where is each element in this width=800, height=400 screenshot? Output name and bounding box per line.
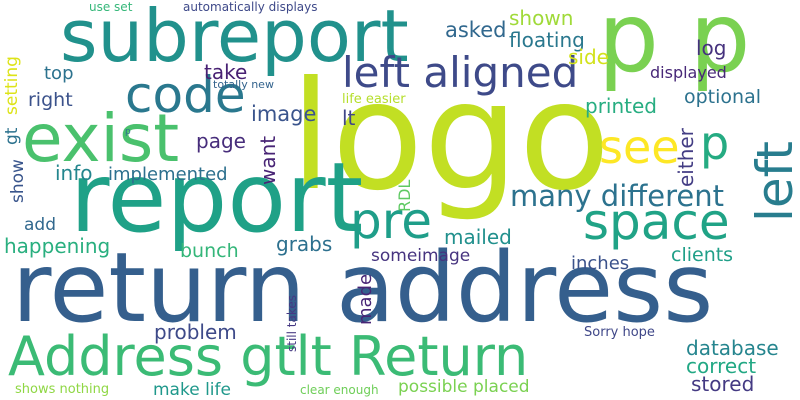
word-stored: stored [691, 372, 755, 396]
word-lt: lt [342, 106, 356, 130]
word-still-takes: still takes [285, 295, 299, 352]
word-add: add [24, 215, 56, 235]
word-p: p [700, 116, 730, 170]
word-totally-new: totally new [213, 78, 274, 91]
word-mailed: mailed [444, 225, 512, 249]
word-code: code [125, 66, 246, 124]
word-return-address: return address [12, 232, 714, 344]
word-made: made [355, 273, 376, 325]
word-displayed: displayed [650, 63, 727, 82]
word-rdl: RDL [395, 179, 414, 212]
word-automatically-displays: automatically displays [183, 0, 318, 14]
word-pre: pre [350, 192, 432, 250]
word-want: want [256, 135, 280, 185]
word-use-set: use set [89, 0, 133, 14]
word-info: info [55, 161, 93, 185]
word-either: either [674, 128, 698, 187]
word-left-aligned: left aligned [342, 48, 579, 97]
word-inches: inches [571, 253, 630, 274]
word-show: show [8, 159, 28, 203]
word-someimage: someimage [371, 246, 471, 266]
word-bunch: bunch [180, 240, 239, 262]
word-p-tiny: p [125, 127, 131, 137]
word-optional: optional [684, 86, 762, 108]
word-page: page [196, 129, 246, 153]
word-grabs: grabs [276, 232, 333, 256]
word-report: report [70, 142, 364, 254]
word-gt: gt [2, 127, 22, 145]
word-left: left [746, 141, 800, 222]
word-possible-placed: possible placed [398, 377, 530, 397]
word-image: image [251, 102, 317, 126]
word-happening: happening [4, 234, 111, 258]
word-logo: logo [290, 50, 611, 224]
word-space: space [583, 193, 730, 251]
word-take: take [204, 60, 248, 84]
word-shows-nothing: shows nothing [15, 382, 110, 397]
word-sorry-hope: Sorry hope [584, 325, 655, 340]
word-clients: clients [671, 244, 734, 266]
word-correct: correct [686, 354, 757, 378]
word-asked: asked [445, 18, 507, 42]
word-floating: floating [509, 28, 585, 52]
word-p-p: p p [598, 0, 751, 94]
word-life-easier: life easier [342, 92, 406, 107]
word-subreport: subreport [60, 0, 409, 78]
word-database: database [686, 336, 779, 360]
word-exist: exist [22, 100, 180, 177]
word-log: log [696, 36, 727, 60]
word-printed: printed [585, 94, 657, 118]
word-problem: problem [154, 320, 237, 344]
word-shown: shown [509, 6, 574, 30]
word-setting: setting [2, 56, 22, 115]
word-clear-enough: clear enough [300, 383, 379, 397]
word-see: see [599, 120, 680, 174]
word-implemented: implemented [108, 164, 228, 185]
word-top: top [44, 63, 74, 84]
word-address-gtlt-return: Address gtlt Return [8, 325, 529, 388]
word-side: side [568, 45, 609, 69]
word-make-life: make life [153, 380, 231, 400]
word-many-different: many different [510, 179, 724, 213]
word-right: right [28, 89, 73, 111]
